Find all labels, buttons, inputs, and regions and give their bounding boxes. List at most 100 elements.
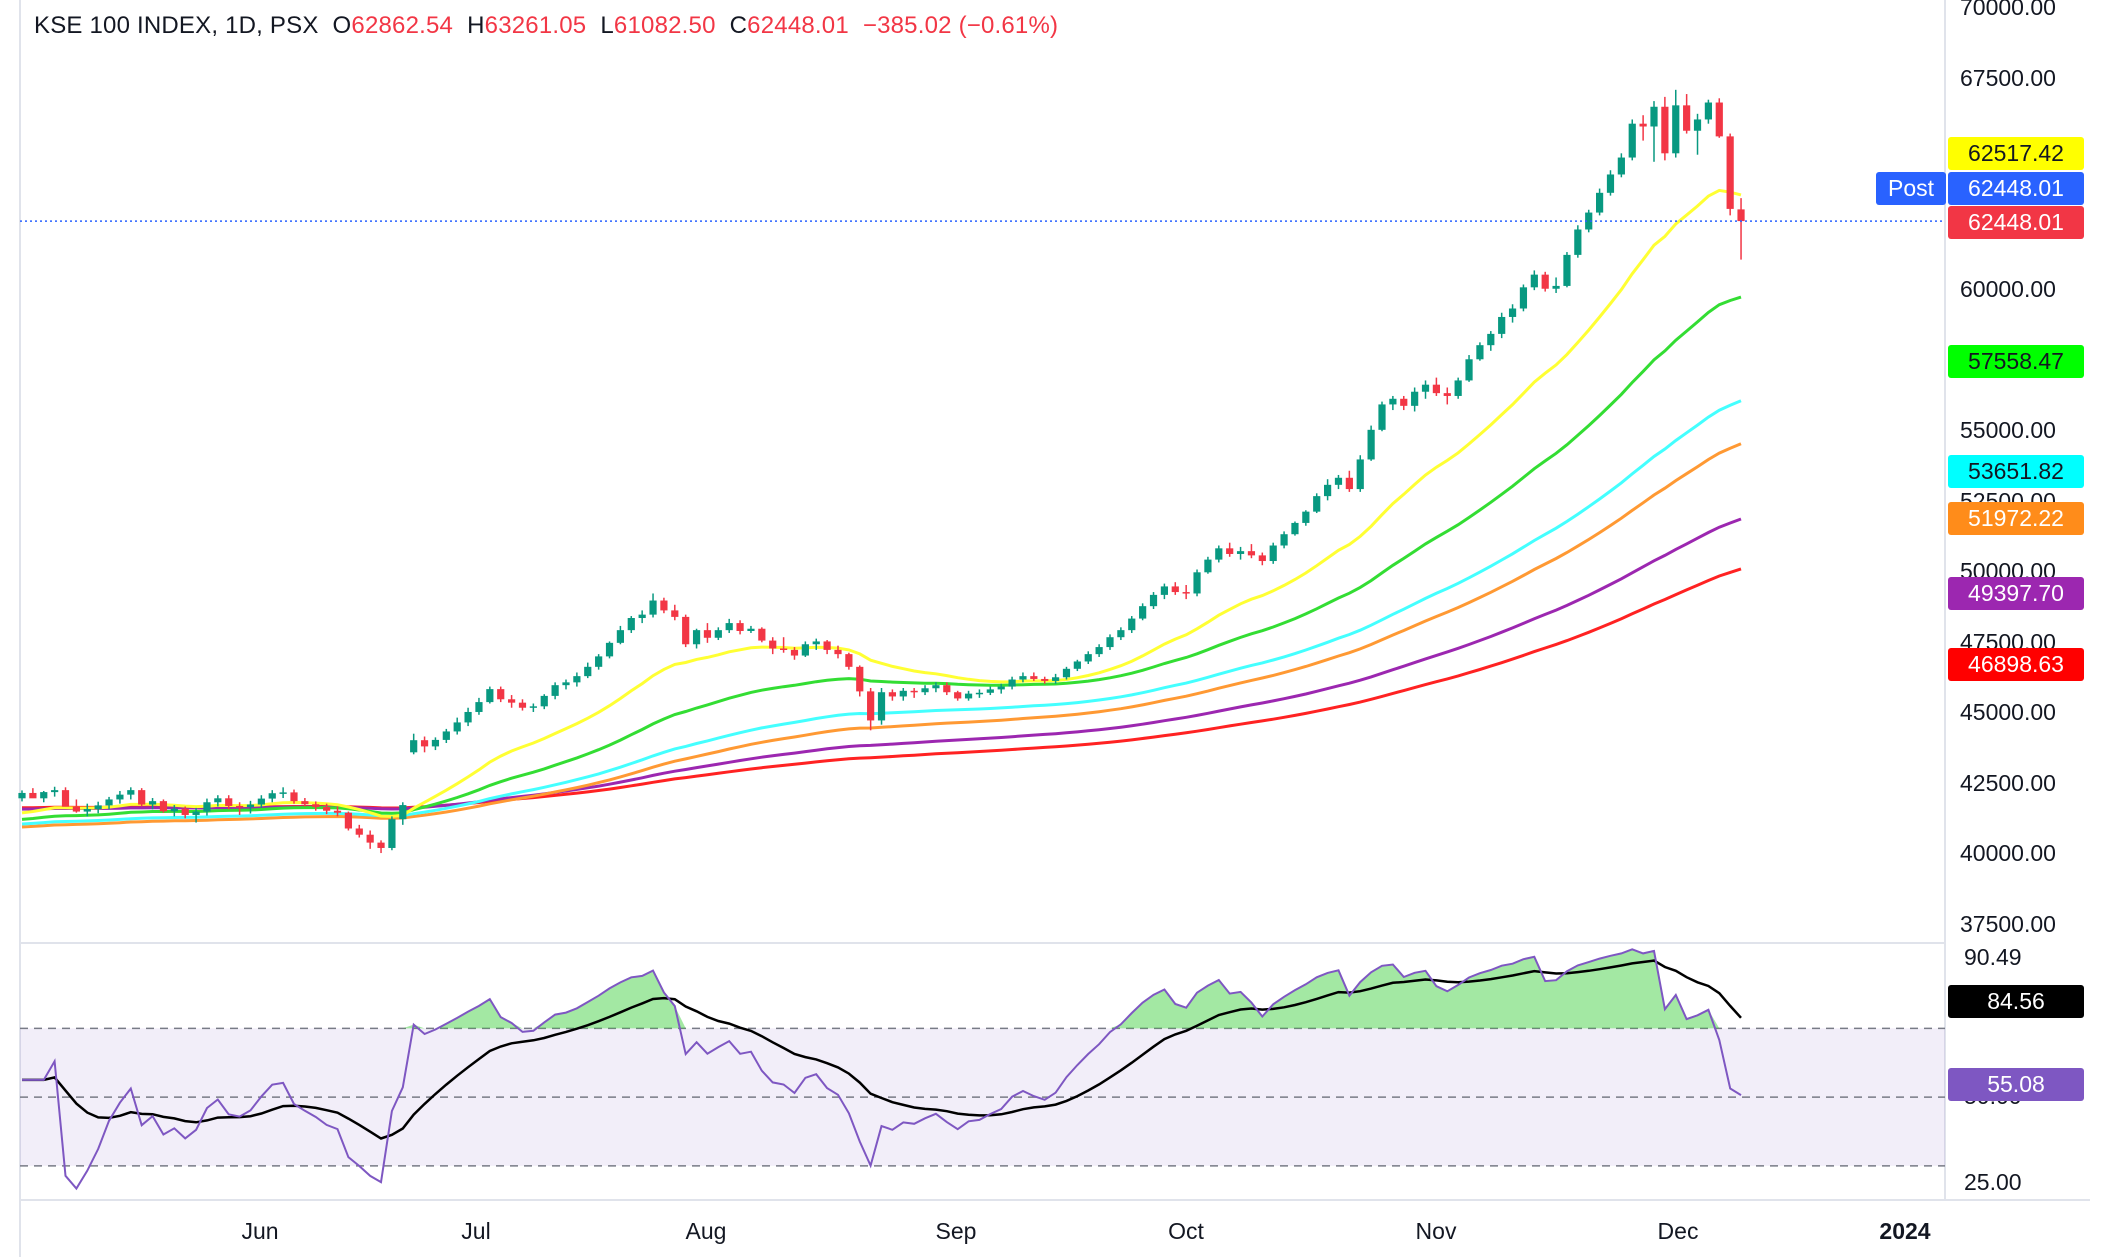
candle-body (1356, 459, 1364, 490)
candle-body (1498, 316, 1506, 334)
candle-body (148, 801, 157, 805)
candle-body (1704, 102, 1712, 120)
candle-body (823, 641, 831, 650)
ma100b-line (21, 442, 1742, 829)
candle-body (1421, 384, 1430, 392)
candle-body (497, 689, 505, 700)
candle-body (214, 798, 222, 803)
candle-body (159, 801, 168, 812)
candle-body (1236, 551, 1245, 554)
candle-body (225, 798, 233, 806)
high-label: H (467, 12, 485, 39)
candle-body (562, 682, 570, 686)
candle-body (1084, 654, 1092, 662)
candle-body (595, 656, 603, 667)
candle-body (1541, 274, 1549, 289)
time-tick-label: 2024 (1879, 1218, 1931, 1244)
candle-body (508, 699, 516, 703)
candle-body (1324, 484, 1332, 497)
candle-body (18, 792, 26, 799)
candle-body (1182, 592, 1190, 594)
moving-average-lines (21, 188, 1742, 829)
price-tick-label: 40000.00 (1960, 840, 2056, 867)
candle-body (181, 808, 189, 815)
ma100-line (21, 399, 1742, 826)
candle-body (1030, 676, 1038, 679)
candle-body (246, 804, 255, 808)
candle-body (1563, 254, 1571, 286)
candle-body (529, 706, 537, 708)
symbol-label: KSE 100 INDEX, 1D, PSX (34, 12, 319, 39)
candle-body (1128, 618, 1136, 631)
time-tick-label: Jul (461, 1218, 491, 1244)
candle-body (1160, 586, 1168, 595)
ma150-badge: 49397.70 (1948, 577, 2084, 610)
candle-body (1476, 345, 1484, 360)
candle-body (1247, 551, 1256, 556)
candle-body (1052, 677, 1060, 681)
candle-body (268, 793, 276, 799)
candle-body (1628, 123, 1636, 158)
candle-body (660, 600, 668, 611)
candle-body (290, 792, 298, 802)
ma20-badge: 62517.42 (1948, 137, 2084, 170)
rsi-ma-line (22, 959, 1742, 1140)
candle-body (1400, 398, 1408, 406)
candle-body (61, 790, 70, 807)
candle-body (725, 623, 733, 631)
candle-body (410, 740, 418, 753)
candle-body (464, 711, 472, 723)
ma20-line (21, 188, 1742, 818)
candle-body (388, 819, 396, 848)
candle-body (1291, 522, 1299, 535)
candle-body (344, 812, 352, 829)
price-tick-label: 60000.00 (1960, 276, 2056, 303)
candle-body (1650, 106, 1658, 127)
candle-body (1715, 102, 1723, 137)
post-value-badge: 62448.01 (1948, 172, 2084, 205)
candle-body (682, 616, 690, 645)
candle-body (518, 702, 527, 708)
ma50-badge: 57558.47 (1948, 345, 2084, 378)
candle-body (1737, 209, 1745, 222)
candle-body (692, 630, 701, 645)
candle-body (769, 640, 777, 649)
price-tick-label: 70000.00 (1960, 0, 2056, 20)
rsi-ma-badge: 84.56 (1948, 985, 2084, 1018)
candle-body (312, 804, 320, 808)
open-label: O (332, 12, 352, 39)
candle-body (867, 691, 875, 721)
candle-body (780, 648, 788, 650)
candle-body (138, 790, 146, 805)
candle-body (616, 630, 624, 643)
candle-body (954, 692, 962, 699)
candle-body (355, 828, 363, 835)
candle-body (1171, 586, 1179, 593)
candle-body (932, 685, 940, 689)
close-value: 62448.01 (747, 12, 849, 39)
ma200-badge: 46898.63 (1948, 648, 2084, 681)
candle-body (1574, 229, 1582, 255)
post-market-label: Post (1876, 172, 1946, 205)
candle-body (1465, 359, 1473, 381)
candle-body (1095, 647, 1103, 655)
candle-body (192, 811, 200, 815)
legend-header: KSE 100 INDEX, 1D, PSX O62862.54 H63261.05… (34, 12, 1058, 40)
time-tick-label: Jun (241, 1218, 279, 1244)
candle-body (1617, 157, 1625, 175)
candle-body (943, 685, 951, 693)
ma100b-badge: 51972.22 (1948, 502, 2084, 535)
ma50-line (21, 295, 1742, 821)
candle-body (1552, 285, 1560, 289)
candle-body (1117, 630, 1125, 638)
candle-body (703, 630, 712, 638)
candle-body (431, 739, 440, 747)
candle-body (747, 628, 755, 631)
candle-body (83, 809, 91, 812)
rsi-badge: 55.08 (1948, 1068, 2084, 1101)
candle-body (366, 834, 374, 843)
candle-body (1508, 308, 1517, 317)
candle-body (1345, 477, 1353, 490)
close-label: C (729, 12, 748, 39)
